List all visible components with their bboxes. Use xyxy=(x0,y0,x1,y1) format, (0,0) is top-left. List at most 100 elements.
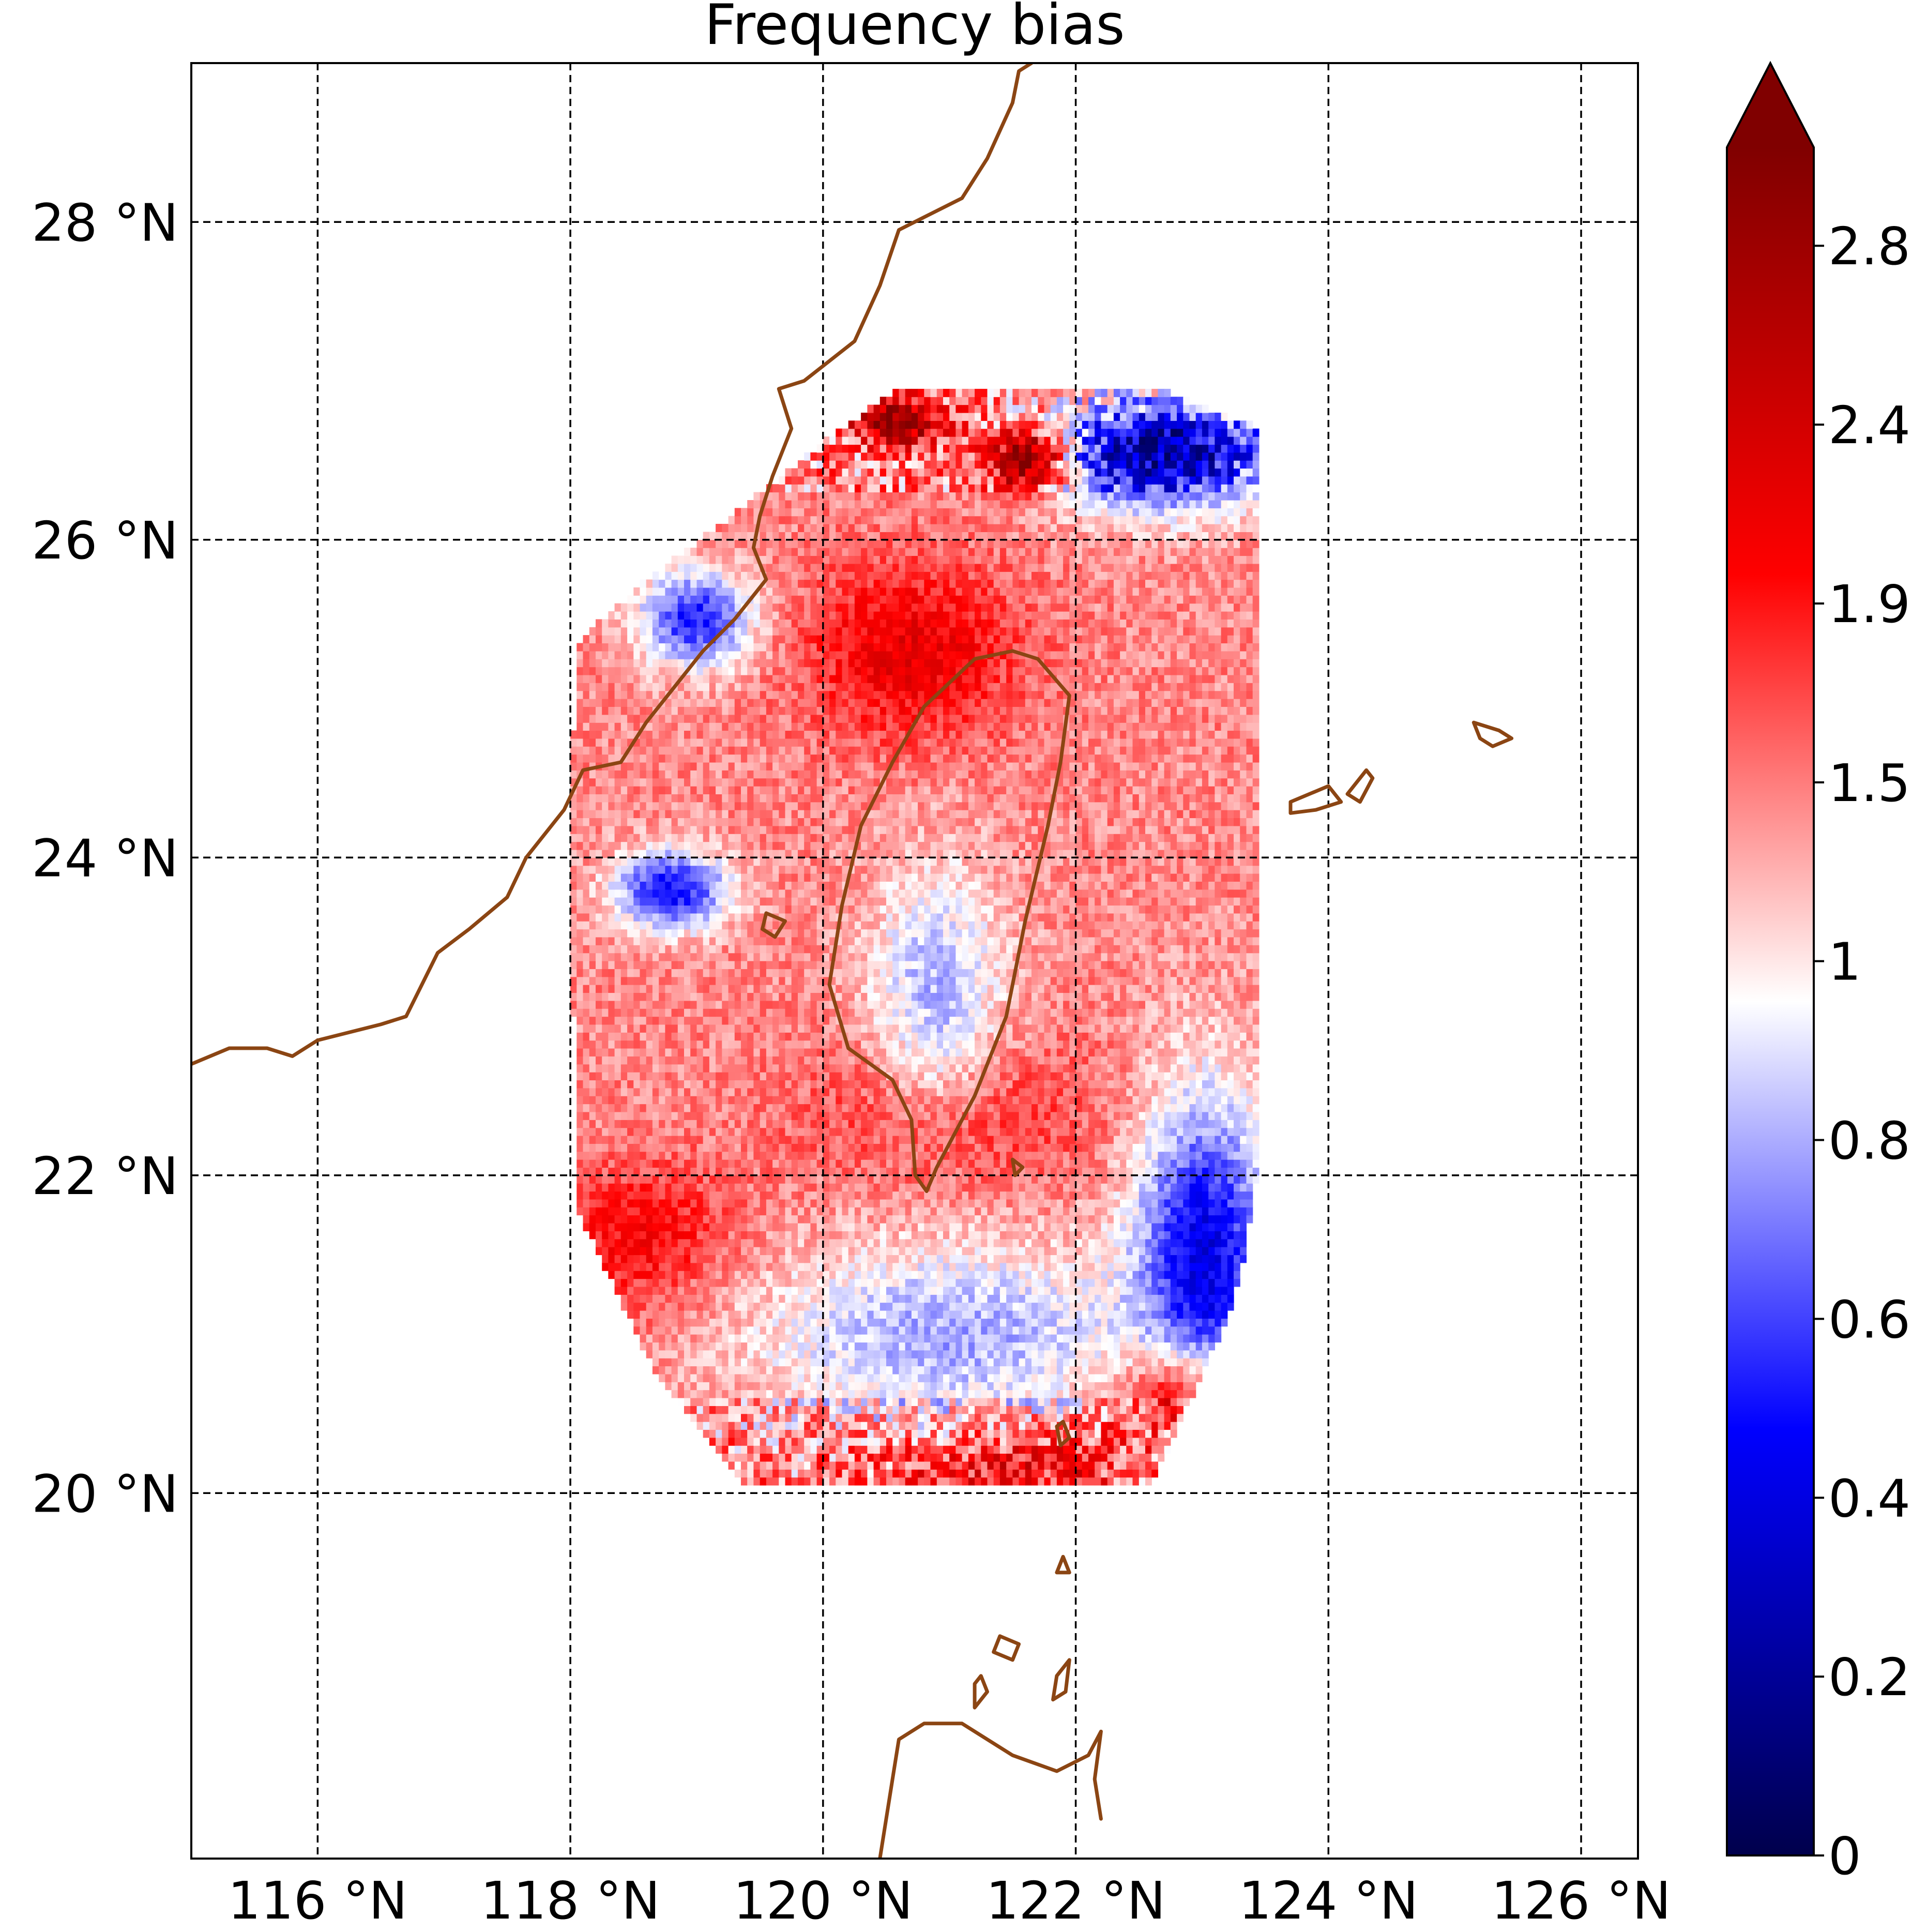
heatmap-cell xyxy=(955,1088,962,1096)
heatmap-cell xyxy=(741,1207,748,1215)
heatmap-cell xyxy=(905,1469,912,1477)
heatmap-cell xyxy=(988,1215,994,1224)
heatmap-cell xyxy=(1057,1096,1064,1104)
heatmap-cell xyxy=(842,1112,849,1120)
heatmap-cell xyxy=(608,1239,615,1247)
heatmap-cell xyxy=(684,1350,691,1359)
heatmap-cell xyxy=(810,1231,817,1239)
heatmap-cell xyxy=(1133,1223,1140,1231)
heatmap-cell xyxy=(1114,1398,1120,1406)
heatmap-cell xyxy=(912,1366,918,1375)
heatmap-cell xyxy=(912,1310,918,1319)
heatmap-cell xyxy=(848,1064,855,1073)
heatmap-cell xyxy=(823,1469,830,1477)
heatmap-cell xyxy=(1221,1271,1228,1279)
heatmap-cell xyxy=(792,1072,798,1080)
heatmap-cell xyxy=(735,1398,741,1406)
heatmap-cell xyxy=(804,1303,811,1311)
heatmap-cell xyxy=(836,1469,842,1477)
heatmap-cell xyxy=(753,1263,760,1271)
heatmap-cell xyxy=(722,1167,729,1175)
heatmap-cell xyxy=(1057,1080,1064,1088)
heatmap-cell xyxy=(1063,1112,1070,1120)
heatmap-cell xyxy=(798,1366,805,1375)
heatmap-cell xyxy=(1240,1120,1247,1128)
heatmap-cell xyxy=(672,1191,678,1200)
heatmap-cell xyxy=(1158,1152,1164,1160)
heatmap-cell xyxy=(1057,1398,1064,1406)
heatmap-cell xyxy=(792,1469,798,1477)
heatmap-cell xyxy=(1164,1128,1171,1136)
heatmap-cell xyxy=(741,1255,748,1263)
heatmap-cell xyxy=(1088,1088,1095,1096)
heatmap-cell xyxy=(792,1429,798,1438)
heatmap-cell xyxy=(1221,1263,1228,1271)
heatmap-cell xyxy=(912,1294,918,1303)
heatmap-cell xyxy=(912,1287,918,1295)
heatmap-cell xyxy=(988,1406,994,1414)
heatmap-cell xyxy=(1076,1438,1083,1446)
heatmap-cell xyxy=(1082,1104,1089,1112)
heatmap-cell xyxy=(1063,1104,1070,1112)
heatmap-cell xyxy=(899,1422,906,1430)
heatmap-cell xyxy=(867,1398,874,1406)
heatmap-cell xyxy=(855,1231,861,1239)
heatmap-cell xyxy=(968,1461,975,1470)
heatmap-cell xyxy=(874,1239,881,1247)
heatmap-cell xyxy=(722,1088,729,1096)
heatmap-cell xyxy=(968,1167,975,1175)
heatmap-cell xyxy=(1190,1223,1196,1231)
heatmap-cell xyxy=(848,1438,855,1446)
heatmap-cell xyxy=(1234,1271,1240,1279)
heatmap-cell xyxy=(1164,1438,1171,1446)
heatmap-cell xyxy=(848,1454,855,1462)
heatmap-cell xyxy=(792,1199,798,1208)
heatmap-cell xyxy=(633,1143,640,1152)
heatmap-cell xyxy=(1101,1215,1107,1224)
heatmap-cell xyxy=(1082,1326,1089,1335)
heatmap-cell xyxy=(615,1096,621,1104)
heatmap-cell xyxy=(659,1247,665,1255)
heatmap-cell xyxy=(798,1350,805,1359)
heatmap-cell xyxy=(981,1429,988,1438)
heatmap-cell xyxy=(1044,1318,1051,1326)
heatmap-cell xyxy=(747,1239,754,1247)
heatmap-cell xyxy=(703,1374,710,1382)
heatmap-cell xyxy=(1164,1136,1171,1144)
heatmap-cell xyxy=(1031,1454,1038,1462)
heatmap-cell xyxy=(842,1382,849,1390)
heatmap-cell xyxy=(1196,1366,1203,1375)
heatmap-cell xyxy=(829,1231,836,1239)
heatmap-cell xyxy=(1044,1088,1051,1096)
heatmap-cell xyxy=(1063,1080,1070,1088)
heatmap-cell xyxy=(583,1143,590,1152)
heatmap-cell xyxy=(1139,1374,1146,1382)
heatmap-cell xyxy=(735,1406,741,1414)
heatmap-cell xyxy=(653,1167,659,1175)
heatmap-cell xyxy=(962,1263,969,1271)
heatmap-cell xyxy=(690,1247,697,1255)
heatmap-cell xyxy=(943,1294,950,1303)
heatmap-cell xyxy=(1006,1374,1013,1382)
heatmap-cell xyxy=(949,1191,956,1200)
heatmap-cell xyxy=(804,1429,811,1438)
heatmap-cell xyxy=(1012,1358,1019,1366)
heatmap-cell xyxy=(994,1294,1000,1303)
heatmap-cell xyxy=(653,1350,659,1359)
heatmap-cell xyxy=(1076,1358,1083,1366)
heatmap-cell xyxy=(823,1366,830,1375)
heatmap-cell xyxy=(659,1064,665,1073)
heatmap-cell xyxy=(1019,1390,1026,1398)
heatmap-cell xyxy=(576,1064,583,1073)
heatmap-cell xyxy=(1107,1263,1114,1271)
heatmap-cell xyxy=(912,1080,918,1088)
heatmap-cell xyxy=(672,1143,678,1152)
heatmap-cell xyxy=(1139,1294,1146,1303)
heatmap-cell xyxy=(779,1152,785,1160)
heatmap-cell xyxy=(1038,1199,1044,1208)
heatmap-cell xyxy=(709,1183,716,1191)
heatmap-cell xyxy=(1101,1461,1107,1470)
heatmap-cell xyxy=(1000,1294,1007,1303)
heatmap-cell xyxy=(943,1374,950,1382)
heatmap-cell xyxy=(848,1461,855,1470)
